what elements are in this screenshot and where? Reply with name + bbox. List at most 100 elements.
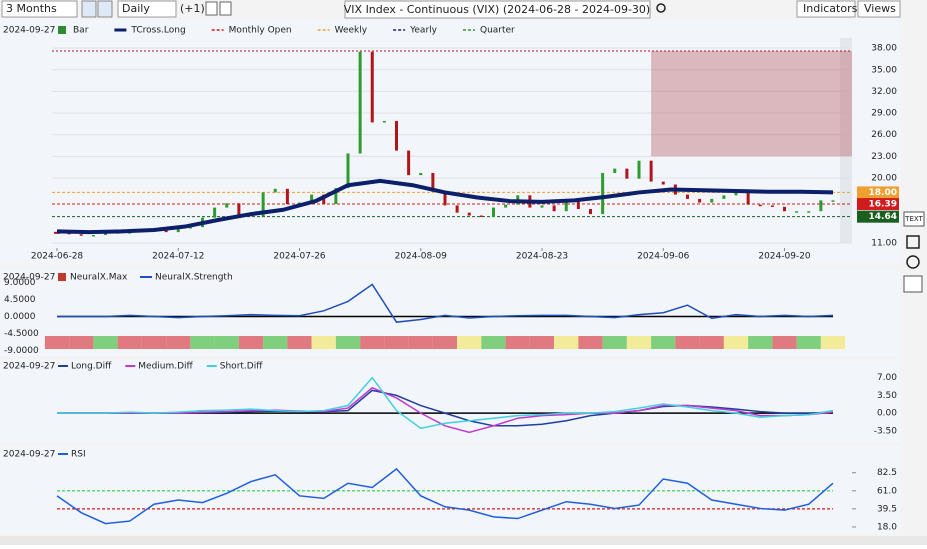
bar [734, 190, 738, 196]
bar [819, 200, 823, 212]
y-tick-label: 35.00 [871, 65, 897, 75]
state-cell [238, 336, 264, 349]
state-cell [505, 336, 530, 349]
level-label: 16.39 [869, 200, 897, 210]
bar [783, 206, 786, 212]
bar [467, 212, 471, 216]
legend-date: 2024-09-27 [3, 273, 55, 283]
bar [770, 205, 774, 207]
bar [310, 194, 314, 203]
legend-label: NeuralX.Max [70, 273, 128, 283]
bar [188, 227, 192, 229]
bar [455, 205, 459, 213]
bar [758, 204, 762, 207]
bar [79, 234, 83, 236]
legend-label: Yearly [409, 26, 438, 36]
y-tick-label: 18.0 [877, 522, 897, 532]
level-tag [857, 198, 899, 211]
bar [91, 235, 95, 237]
y-tick-label: 82.5 [877, 468, 897, 478]
bar [540, 205, 544, 208]
bar [261, 192, 265, 217]
state-cell [457, 336, 482, 349]
circle-tool[interactable] [906, 255, 920, 269]
state-cell [93, 336, 118, 349]
rsi-panel [0, 446, 900, 534]
x-tick-label: 2024-09-06 [637, 252, 690, 262]
views-button[interactable] [857, 0, 901, 18]
y-tick-label: -9.0000 [4, 346, 39, 356]
state-cell [408, 336, 433, 349]
legend-label: RSI [71, 450, 86, 460]
bar [164, 229, 168, 233]
close-tool[interactable] [903, 275, 923, 293]
state-cell [626, 336, 652, 349]
bar [492, 207, 495, 217]
indicators-label: Indicators [803, 2, 858, 15]
future-area [840, 38, 852, 243]
bar [395, 120, 398, 151]
period-label: 3 Months [6, 2, 57, 15]
tool-column: TEXT [903, 22, 925, 302]
bar [346, 153, 350, 189]
zoom-in-button[interactable] [81, 0, 97, 18]
bar [637, 160, 641, 179]
resistance-zone [651, 50, 852, 157]
bar [407, 150, 411, 176]
bar [661, 181, 665, 185]
bar [552, 205, 556, 212]
remove-button[interactable] [219, 1, 232, 16]
legend-label: Medium.Diff [138, 362, 193, 372]
bar [710, 198, 714, 203]
zoom-out-button[interactable] [97, 0, 113, 18]
bar [564, 198, 568, 212]
interval-select[interactable] [117, 0, 177, 18]
level-label: 14.64 [869, 212, 897, 222]
bar [649, 160, 653, 182]
state-cell [69, 336, 94, 349]
state-cell [287, 336, 312, 349]
search-icon[interactable] [656, 3, 666, 13]
y-tick-label: 0.00 [877, 409, 897, 419]
x-tick-label: 2024-07-26 [273, 252, 326, 262]
add-button[interactable] [205, 1, 218, 16]
text-tool[interactable] [903, 211, 925, 227]
bar [807, 211, 811, 213]
legend-date: 2024-09-27 [3, 362, 55, 372]
bar [334, 188, 338, 204]
y-tick-label: 0.0000 [4, 312, 36, 322]
interval-label: Daily [122, 2, 150, 15]
bar [213, 207, 217, 218]
y-tick-label: 11.00 [871, 238, 897, 248]
y-tick-label: -4.5000 [4, 329, 39, 339]
bar [298, 202, 301, 205]
bar [722, 195, 726, 199]
bar [225, 203, 229, 208]
state-cell [311, 336, 336, 349]
rect-tool[interactable] [906, 235, 920, 249]
legend-label: NeuralX.Strength [155, 273, 233, 283]
bar [237, 203, 241, 215]
state-cell [723, 336, 749, 349]
symbol-box[interactable] [344, 0, 651, 19]
x-tick-label: 2024-07-12 [152, 252, 204, 262]
symbol-title: VIX Index - Continuous (VIX) (2024-06-28… [344, 3, 650, 16]
state-cell [772, 336, 797, 349]
period-select[interactable] [1, 0, 78, 18]
bar [273, 188, 277, 193]
offset-label: (+1) [180, 2, 205, 15]
indicators-button[interactable] [796, 0, 856, 18]
state-cell [748, 336, 773, 349]
legend-label: Bar [73, 26, 89, 36]
state-cell [384, 336, 409, 349]
tool-strip [903, 22, 925, 302]
state-cell [675, 336, 700, 349]
state-cell [578, 336, 603, 349]
scrollbar[interactable] [0, 536, 927, 545]
y-tick-label: 39.5 [877, 504, 897, 514]
legend-label: Monthly Open [229, 26, 292, 36]
legend-swatch [58, 26, 66, 34]
tcross-line [56, 178, 834, 235]
state-cell [796, 336, 821, 349]
legend-date: 2024-09-27 [3, 450, 55, 460]
